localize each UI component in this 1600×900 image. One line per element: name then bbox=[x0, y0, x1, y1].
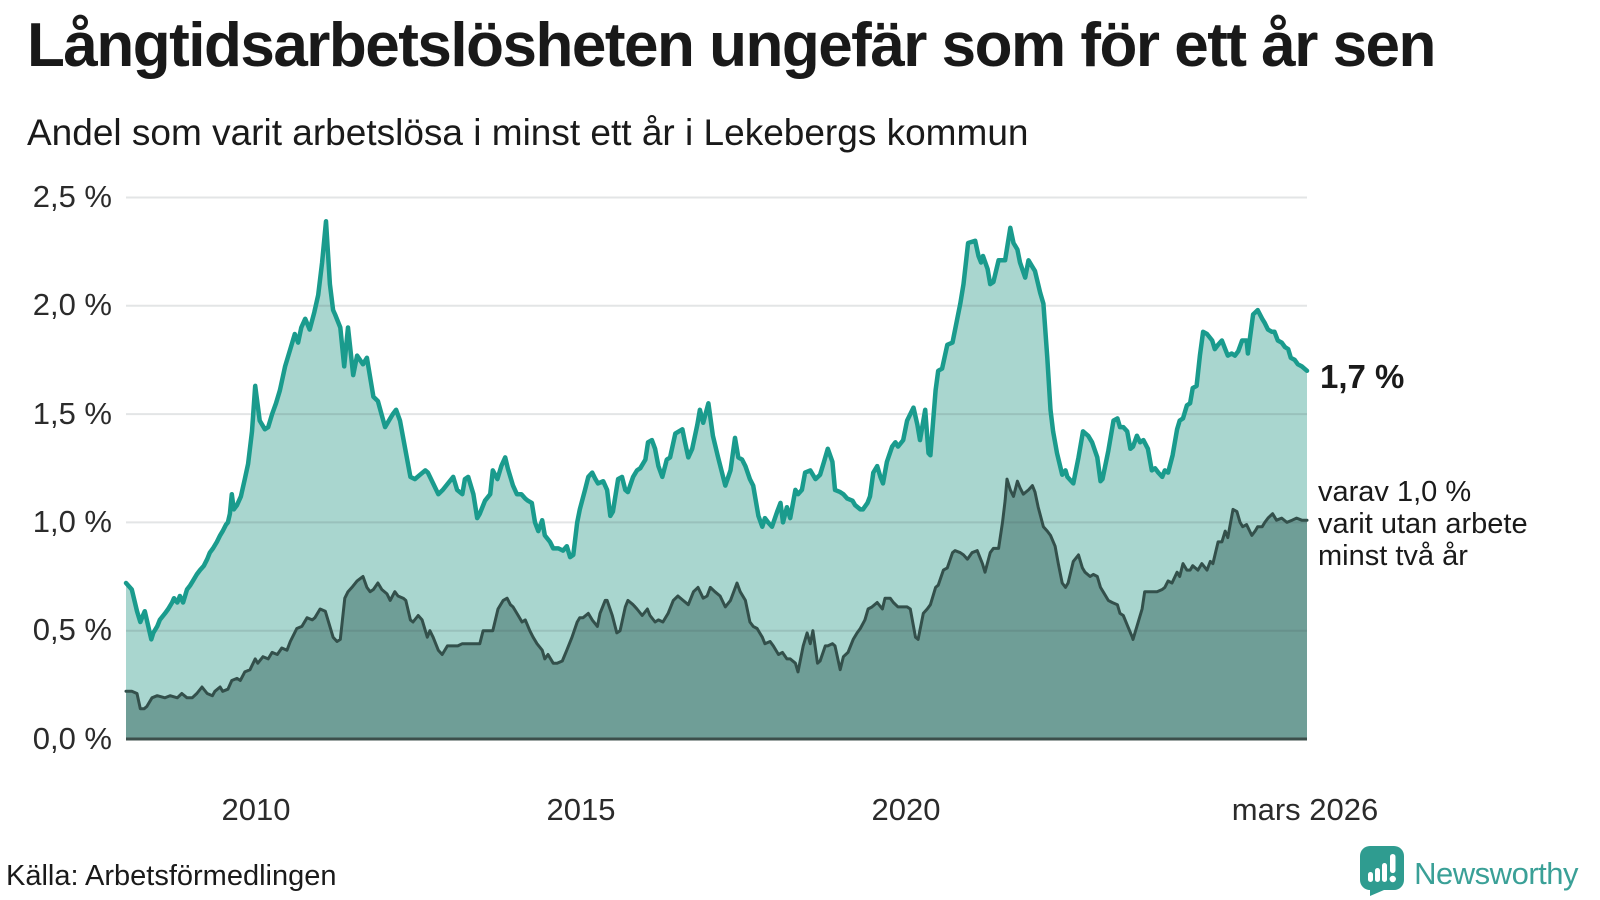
y-tick-1-5: 1,5 % bbox=[32, 396, 112, 431]
x-tick-2010: 2010 bbox=[221, 792, 291, 827]
line-total bbox=[123, 219, 1310, 642]
two-year-annotation-line3: minst två år bbox=[1318, 540, 1468, 572]
area-two-year-fill bbox=[126, 479, 1307, 739]
x-tick-2020: 2020 bbox=[871, 792, 941, 827]
two-year-annotation-line1: varav 1,0 % bbox=[1318, 476, 1472, 508]
chart-subtitle: Andel som varit arbetslösa i minst ett å… bbox=[27, 112, 1029, 153]
y-tick-2-0: 2,0 % bbox=[32, 287, 112, 322]
two-year-annotation-line2: varit utan arbete bbox=[1318, 508, 1528, 540]
y-tick-0-5: 0,5 % bbox=[32, 612, 112, 647]
source-credit: Källa: Arbetsförmedlingen bbox=[6, 860, 337, 892]
newsworthy-logo-icon bbox=[1360, 846, 1405, 900]
two-year-annotation: varav 1,0 % varit utan arbete minst två … bbox=[1318, 476, 1528, 572]
page-title: Långtidsarbetslösheten ungefär som för e… bbox=[27, 11, 1436, 80]
x-tick-2015: 2015 bbox=[546, 792, 616, 827]
line-two-year bbox=[124, 477, 1309, 711]
brand-lockup: Newsworthy bbox=[1360, 846, 1578, 900]
y-tick-2-5: 2,5 % bbox=[32, 179, 112, 214]
x-tick-mars-2026: mars 2026 bbox=[1231, 792, 1379, 827]
brand-name: Newsworthy bbox=[1414, 855, 1578, 891]
y-tick-1-0: 1,0 % bbox=[32, 504, 112, 539]
y-tick-0-0: 0,0 % bbox=[32, 721, 112, 756]
latest-value-label: 1,7 % bbox=[1320, 358, 1405, 395]
